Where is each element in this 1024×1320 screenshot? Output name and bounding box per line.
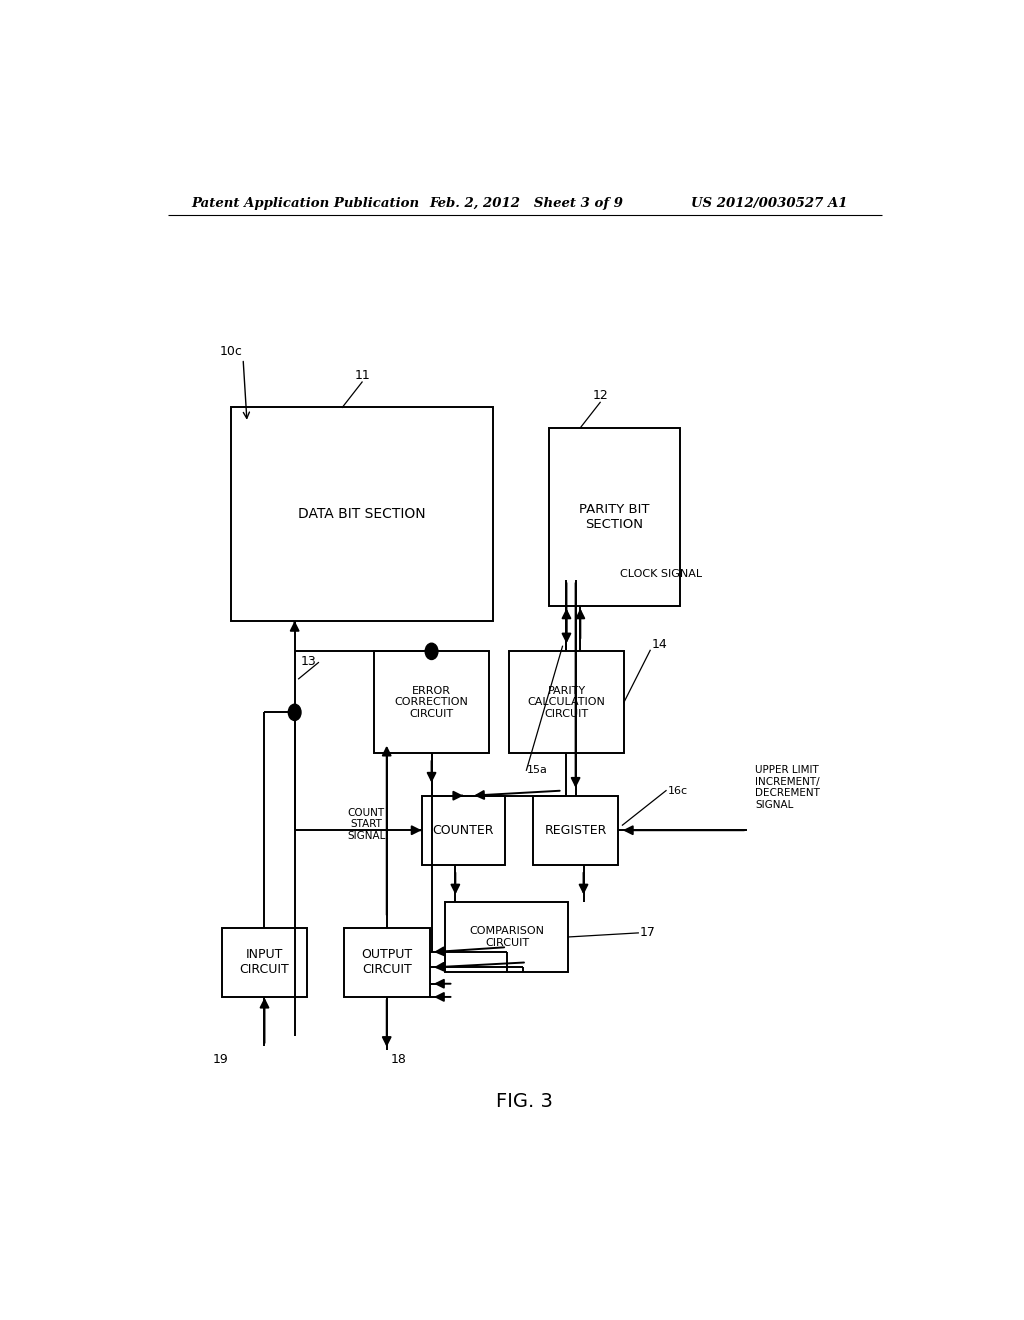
Text: COMPARISON
CIRCUIT: COMPARISON CIRCUIT	[469, 927, 545, 948]
Text: ERROR
CORRECTION
CIRCUIT: ERROR CORRECTION CIRCUIT	[394, 685, 469, 719]
Text: CLOCK SIGNAL: CLOCK SIGNAL	[620, 569, 702, 579]
Text: DATA BIT SECTION: DATA BIT SECTION	[298, 507, 426, 521]
Text: 14: 14	[652, 639, 668, 651]
Text: PARITY BIT
SECTION: PARITY BIT SECTION	[579, 503, 649, 531]
Text: 11: 11	[354, 370, 370, 381]
Text: PARITY
CALCULATION
CIRCUIT: PARITY CALCULATION CIRCUIT	[527, 685, 605, 719]
Text: OUTPUT
CIRCUIT: OUTPUT CIRCUIT	[361, 948, 413, 977]
Text: 15a: 15a	[526, 766, 547, 775]
Text: FIG. 3: FIG. 3	[497, 1092, 553, 1111]
Text: 19: 19	[213, 1053, 228, 1067]
Bar	[374, 651, 489, 752]
Text: COUNT
START
SIGNAL: COUNT START SIGNAL	[347, 808, 385, 841]
Text: US 2012/0030527 A1: US 2012/0030527 A1	[691, 197, 848, 210]
Text: COUNTER: COUNTER	[432, 824, 494, 837]
Bar	[422, 796, 505, 865]
Text: UPPER LIMIT
INCREMENT/
DECREMENT
SIGNAL: UPPER LIMIT INCREMENT/ DECREMENT SIGNAL	[755, 766, 820, 810]
Text: 18: 18	[391, 1053, 407, 1067]
Text: INPUT
CIRCUIT: INPUT CIRCUIT	[240, 948, 290, 977]
Circle shape	[425, 643, 438, 660]
Text: Patent Application Publication: Patent Application Publication	[191, 197, 420, 210]
Text: 10c: 10c	[219, 345, 242, 358]
Bar	[509, 651, 624, 752]
Circle shape	[289, 704, 301, 721]
Text: 13: 13	[301, 655, 316, 668]
Text: 16c: 16c	[668, 785, 688, 796]
Text: 12: 12	[592, 389, 608, 403]
Text: REGISTER: REGISTER	[545, 824, 607, 837]
Bar	[532, 796, 618, 865]
Text: Feb. 2, 2012   Sheet 3 of 9: Feb. 2, 2012 Sheet 3 of 9	[430, 197, 624, 210]
Bar	[445, 903, 568, 972]
Bar	[231, 408, 494, 620]
Bar	[221, 928, 307, 997]
Text: 17: 17	[640, 925, 655, 939]
Bar	[549, 428, 680, 606]
Bar	[344, 928, 430, 997]
